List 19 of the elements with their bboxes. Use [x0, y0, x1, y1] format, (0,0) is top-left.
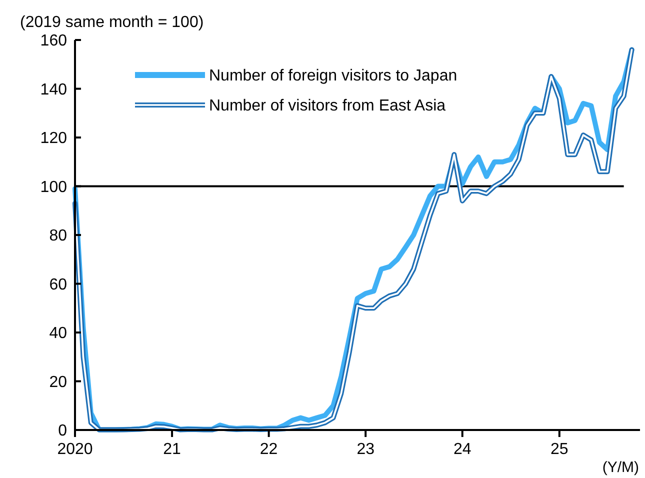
y-tick-label: 60	[49, 276, 68, 294]
y-tick-label: 100	[40, 178, 68, 196]
y-tick-label: 80	[49, 228, 68, 245]
y-tick-label: 40	[49, 325, 68, 342]
x-tick-label: 21	[163, 441, 182, 458]
x-tick-label: 24	[453, 441, 472, 458]
y-tick-label: 140	[40, 81, 68, 98]
x-tick-label: 22	[260, 441, 278, 458]
x-axis-title: (Y/M)	[602, 459, 639, 476]
y-tick-label: 0	[58, 422, 68, 440]
y-tick-label: 20	[49, 374, 68, 391]
y-tick-label: 160	[40, 32, 68, 50]
y-axis-title: (2019 same month = 100)	[20, 14, 204, 31]
x-tick-label: 2020	[57, 441, 93, 458]
x-tick-label: 23	[356, 441, 375, 458]
y-tick-label: 120	[40, 130, 68, 148]
x-tick-label: 25	[550, 441, 568, 458]
legend-label: Number of visitors from East Asia	[209, 98, 446, 115]
legend-label: Number of foreign visitors to Japan	[209, 68, 458, 85]
